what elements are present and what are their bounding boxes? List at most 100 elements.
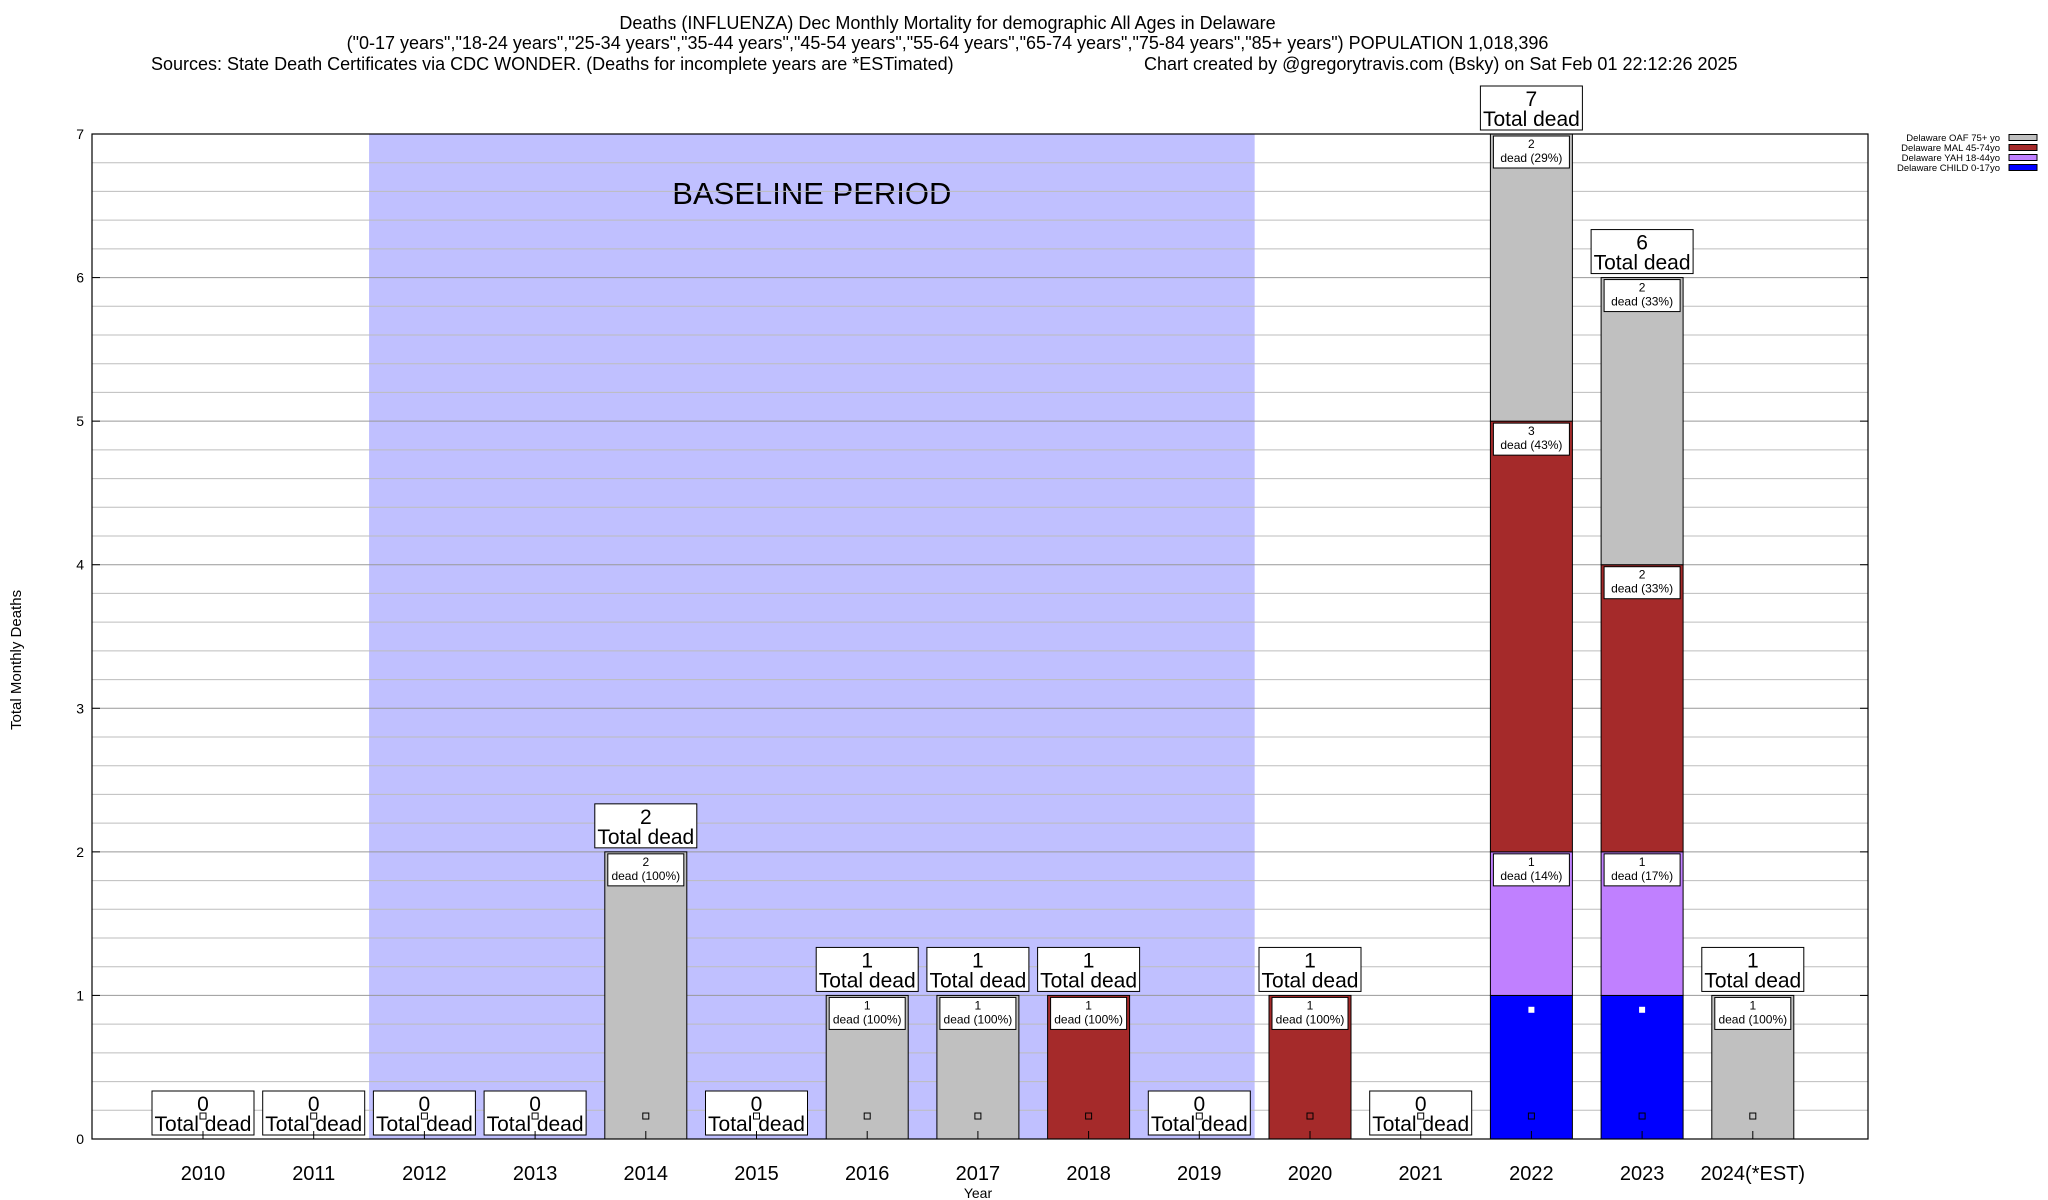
x-tick-label: 2020 — [1288, 1163, 1333, 1185]
total-label-value-2017: 1 — [972, 949, 984, 972]
legend-swatch — [2008, 144, 2038, 151]
segment-label-box — [1603, 279, 1681, 313]
segment-label-text: dead (17%) — [1611, 869, 1673, 883]
segment-label-count: 2 — [1639, 568, 1646, 582]
total-label-box-2014 — [594, 803, 698, 849]
baseline-marker — [753, 1112, 760, 1120]
baseline-marker — [420, 1112, 428, 1120]
segment-label-text: dead (33%) — [1611, 295, 1673, 309]
baseline-marker — [531, 1112, 539, 1120]
segment-label-count: 1 — [864, 998, 871, 1012]
segment-label-text: dead (29%) — [1500, 151, 1562, 165]
x-tick-label: 2023 — [1620, 1163, 1665, 1185]
total-label-value-2015: 0 — [751, 1093, 763, 1116]
total-label-text-2011: Total dead — [265, 1113, 362, 1136]
baseline-marker — [310, 1112, 318, 1120]
segment-label-box — [607, 853, 685, 887]
legend-swatch — [2008, 134, 2038, 141]
legend-swatch — [2008, 154, 2038, 161]
legend-label: Delaware MAL 45-74yo — [1901, 143, 2000, 154]
x-tick-label: 2022 — [1509, 1163, 1554, 1185]
segment-label-count: 1 — [1749, 998, 1756, 1012]
total-label-text-2015: Total dead — [708, 1113, 805, 1136]
total-label-value-2024-est: 1 — [1747, 949, 1759, 972]
bar-2014-delaware-oaf-75-yo — [604, 851, 688, 1140]
baseline-marker — [1638, 1112, 1646, 1120]
y-tick-label: 3 — [76, 700, 84, 716]
chart-title: Deaths (INFLUENZA) Dec Monthly Mortality… — [619, 13, 1276, 33]
x-tick-label: 2011 — [292, 1163, 335, 1185]
y-tick-label: 2 — [76, 844, 84, 860]
x-tick-label: 2016 — [845, 1163, 890, 1185]
segment-label-count: 3 — [1528, 424, 1535, 438]
x-tick-label: 2021 — [1398, 1163, 1443, 1185]
segment-label-box — [1492, 853, 1570, 887]
baseline-marker — [974, 1112, 982, 1120]
segment-label-text: dead (100%) — [1276, 1012, 1345, 1026]
segment-label-text: dead (100%) — [1054, 1012, 1123, 1026]
baseline-marker — [1306, 1112, 1314, 1120]
x-tick-label: 2019 — [1177, 1163, 1222, 1185]
total-label-value-2012: 0 — [419, 1093, 431, 1116]
x-axis-label: Year — [964, 1185, 993, 1200]
segment-label-count: 2 — [1528, 137, 1535, 151]
total-label-text-2018: Total dead — [1040, 969, 1137, 992]
x-tick-label: 2013 — [513, 1163, 558, 1185]
baseline-marker — [1417, 1112, 1425, 1120]
segment-label-box — [1492, 135, 1570, 169]
segment-label-text: dead (43%) — [1500, 438, 1562, 452]
bar-2022-delaware-child-0-17yo — [1489, 994, 1573, 1140]
y-tick-label: 1 — [76, 987, 84, 1003]
total-label-value-2018: 1 — [1083, 949, 1095, 972]
baseline-marker — [1195, 1112, 1203, 1120]
total-label-value-2022: 7 — [1526, 88, 1538, 111]
child-marker — [1528, 1006, 1535, 1013]
total-label-text-2012: Total dead — [376, 1113, 473, 1136]
total-label-text-2016: Total dead — [819, 969, 916, 992]
child-marker — [1639, 1006, 1646, 1013]
total-label-value-2013: 0 — [529, 1093, 541, 1116]
legend-swatch — [2008, 164, 2038, 171]
baseline-marker — [1749, 1112, 1757, 1120]
total-label-value-2014: 2 — [640, 806, 652, 829]
y-tick-label: 7 — [76, 126, 84, 142]
bar-2023-delaware-mal-45-74yo — [1600, 564, 1684, 853]
y-tick-label: 6 — [76, 270, 84, 286]
segment-label-box — [1050, 996, 1128, 1030]
segment-label-text: dead (100%) — [833, 1012, 902, 1026]
x-tick-label: 2017 — [956, 1163, 1001, 1185]
baseline-marker — [1085, 1112, 1093, 1120]
baseline-period-label: BASELINE PERIOD — [672, 176, 951, 211]
segment-label-text: dead (33%) — [1611, 582, 1673, 596]
total-label-text-2024-est: Total dead — [1704, 969, 1801, 992]
baseline-marker — [199, 1112, 207, 1120]
bar-2022-delaware-oaf-75-yo — [1489, 133, 1573, 422]
segment-label-text: dead (100%) — [611, 869, 680, 883]
total-label-value-2010: 0 — [197, 1093, 209, 1116]
legend-label: Delaware OAF 75+ yo — [1906, 133, 2000, 144]
legend-label: Delaware CHILD 0-17yo — [1897, 163, 2000, 174]
total-label-text-2010: Total dead — [155, 1113, 252, 1136]
segment-label-count: 1 — [975, 998, 982, 1012]
total-label-box-2020 — [1258, 946, 1362, 992]
x-tick-label: 2014 — [624, 1163, 669, 1185]
total-label-box-2017 — [926, 946, 1030, 992]
baseline-marker — [1527, 1112, 1535, 1120]
segment-label-box — [828, 996, 906, 1030]
segment-label-count: 2 — [1639, 281, 1646, 295]
plot-area-frame — [91, 133, 1869, 1140]
total-label-value-2020: 1 — [1304, 949, 1316, 972]
segment-label-count: 1 — [1528, 855, 1535, 869]
total-label-box-2023 — [1590, 229, 1694, 275]
segment-label-box — [1492, 422, 1570, 456]
total-label-text-2021: Total dead — [1372, 1113, 1469, 1136]
total-label-box-2012 — [372, 1090, 476, 1136]
y-tick-label: 0 — [76, 1131, 84, 1147]
chart-subtitle: ("0-17 years","18-24 years","25-34 years… — [346, 33, 1549, 53]
segment-label-box — [1271, 996, 1349, 1030]
baseline-marker — [642, 1112, 650, 1120]
bar-2023-delaware-child-0-17yo — [1600, 994, 1684, 1140]
total-label-box-2018 — [1037, 946, 1141, 992]
segment-label-box — [939, 996, 1017, 1030]
